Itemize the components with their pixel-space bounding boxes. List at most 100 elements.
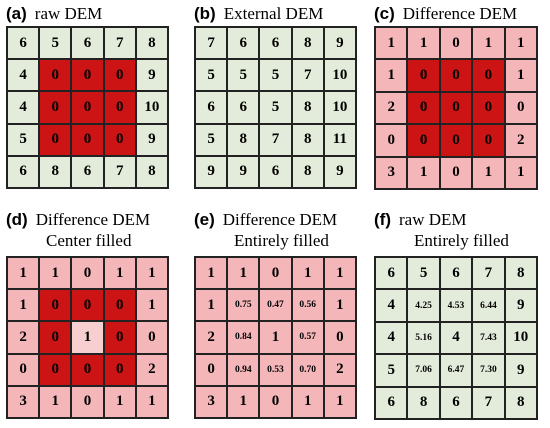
grid-cell: 1 xyxy=(103,385,136,418)
grid-cell: 1 xyxy=(472,27,505,60)
grid-cell: 5 xyxy=(195,59,228,92)
grid-cell: 6 xyxy=(227,27,260,60)
grid-cell: 8 xyxy=(227,123,260,156)
grid-cell: 0 xyxy=(439,91,473,125)
grid-cell: 7.30 xyxy=(472,354,505,387)
grid-cell: 1 xyxy=(504,156,537,189)
grid-cell: 0 xyxy=(103,91,136,124)
grid-cell: 0.57 xyxy=(291,321,324,354)
panel-subtitle: Entirely filled xyxy=(414,231,509,250)
grid-cell: 0 xyxy=(259,385,292,418)
panel-b: (b) External DEM 7 6 6 8 9 5 5 5 7 10 6 6 5 8 10 5 8 7 8 11 9 9… xyxy=(194,4,357,189)
panel-letter: (a) xyxy=(6,4,27,23)
grid-cell: 0 xyxy=(375,124,408,157)
grid-cell: 7.06 xyxy=(407,354,440,387)
grid-cell: 1 xyxy=(375,59,408,92)
grid-cell: 9 xyxy=(135,59,168,92)
grid-cell: 0 xyxy=(103,353,136,386)
grid-cell: 0.70 xyxy=(291,353,324,386)
grid-cell: 0 xyxy=(407,124,440,157)
dem-grid: 7 6 6 8 9 5 5 5 7 10 6 6 5 8 10 5 8 7 8 11 9 9 6 8 9 xyxy=(194,26,357,189)
grid-cell: 0 xyxy=(472,124,505,157)
grid-cell: 0 xyxy=(71,59,104,92)
grid-cell: 8 xyxy=(291,27,324,60)
grid-cell: 4 xyxy=(375,321,408,355)
grid-cell: 1 xyxy=(227,385,260,418)
grid-cell: 6 xyxy=(259,27,292,60)
grid-cell: 6 xyxy=(195,91,228,124)
grid-cell: 0.75 xyxy=(227,289,260,322)
panel-title: External DEM xyxy=(223,4,324,23)
grid-cell: 0 xyxy=(103,321,136,354)
grid-cell: 0 xyxy=(39,321,72,354)
grid-cell: 1 xyxy=(323,257,356,290)
grid-cell: 8 xyxy=(291,91,324,124)
grid-cell: 11 xyxy=(323,123,356,156)
grid-cell: 0 xyxy=(71,123,104,156)
grid-cell: 0 xyxy=(472,59,505,92)
grid-cell: 0 xyxy=(39,289,72,322)
grid-cell: 7 xyxy=(195,27,228,60)
grid-cell: 1 xyxy=(7,289,40,322)
grid-cell: 7 xyxy=(291,59,324,92)
grid-cell: 2 xyxy=(375,91,408,125)
grid-cell: 10 xyxy=(135,91,168,124)
grid-cell: 0 xyxy=(39,59,72,92)
grid-cell: 1 xyxy=(135,289,168,322)
grid-cell: 9 xyxy=(504,354,537,387)
grid-cell: 5 xyxy=(407,257,440,290)
grid-cell: 3 xyxy=(375,156,408,189)
grid-cell: 0 xyxy=(439,27,473,60)
grid-cell: 4.25 xyxy=(407,289,440,322)
grid-cell: 0 xyxy=(407,59,440,92)
panel-e: (e) Difference DEM Entirely filled 1 1 0 1 1 1 0.… xyxy=(194,210,357,419)
dem-grid: 6 5 6 7 8 4 4.25 4.53 6.44 9 4 5.16 4 7.43 10 5 7.06 6.47… xyxy=(374,256,538,420)
grid-cell: 0.56 xyxy=(291,289,324,322)
grid-cell: 2 xyxy=(7,321,40,354)
grid-cell: 0 xyxy=(71,289,104,322)
panel-d: (d) Difference DEM Center filled 1 1 0 1 1 1 0 0 0 1… xyxy=(6,210,169,419)
grid-cell: 1 xyxy=(407,27,440,60)
grid-cell: 1 xyxy=(195,289,228,322)
grid-cell: 5 xyxy=(227,59,260,92)
grid-cell: 8 xyxy=(135,155,168,188)
grid-cell: 1 xyxy=(7,257,40,290)
grid-cell: 0 xyxy=(103,123,136,156)
grid-cell: 2 xyxy=(504,124,537,157)
grid-cell: 0 xyxy=(7,353,40,386)
grid-cell: 7 xyxy=(472,386,505,419)
grid-cell: 6 xyxy=(7,155,40,188)
grid-cell: 1 xyxy=(135,257,168,290)
panel-c: (c) Difference DEM 1 1 0 1 1 1 0 0 0 1 2 0 0 0 0 0 0 0 0 2 3 1 0… xyxy=(374,4,538,190)
grid-cell: 0 xyxy=(135,321,168,354)
grid-cell: 6 xyxy=(439,386,473,419)
grid-cell: 0.53 xyxy=(259,353,292,386)
grid-cell: 5 xyxy=(39,27,72,60)
grid-cell: 0 xyxy=(103,59,136,92)
grid-cell: 0.47 xyxy=(259,289,292,322)
grid-cell: 6.44 xyxy=(472,289,505,322)
grid-cell: 1 xyxy=(375,27,408,60)
grid-cell: 0 xyxy=(472,91,505,125)
panel-caption: (c) Difference DEM xyxy=(374,4,517,25)
grid-cell: 1 xyxy=(103,257,136,290)
grid-cell: 0.94 xyxy=(227,353,260,386)
grid-cell: 5.16 xyxy=(407,321,440,355)
grid-cell: 0.84 xyxy=(227,321,260,354)
grid-cell: 9 xyxy=(135,123,168,156)
grid-cell: 7 xyxy=(103,27,136,60)
panel-a: (a) raw DEM 6 5 6 7 8 4 0 0 0 9 4 0 0 0 10 5 0 0 0 9 6 8 6 7 8 xyxy=(6,4,169,189)
grid-cell: 0 xyxy=(439,124,473,157)
panel-subtitle: Entirely filled xyxy=(234,231,329,250)
panel-title: raw DEM xyxy=(398,210,467,229)
grid-cell: 6 xyxy=(227,91,260,124)
panel-title: Difference DEM xyxy=(222,210,338,229)
grid-cell: 8 xyxy=(504,386,537,419)
grid-cell: 4 xyxy=(7,59,40,92)
grid-cell: 0 xyxy=(71,385,104,418)
grid-cell: 8 xyxy=(39,155,72,188)
panel-letter: (d) xyxy=(6,210,28,229)
grid-cell: 2 xyxy=(135,353,168,386)
grid-cell: 1 xyxy=(227,257,260,290)
grid-cell: 5 xyxy=(7,123,40,156)
